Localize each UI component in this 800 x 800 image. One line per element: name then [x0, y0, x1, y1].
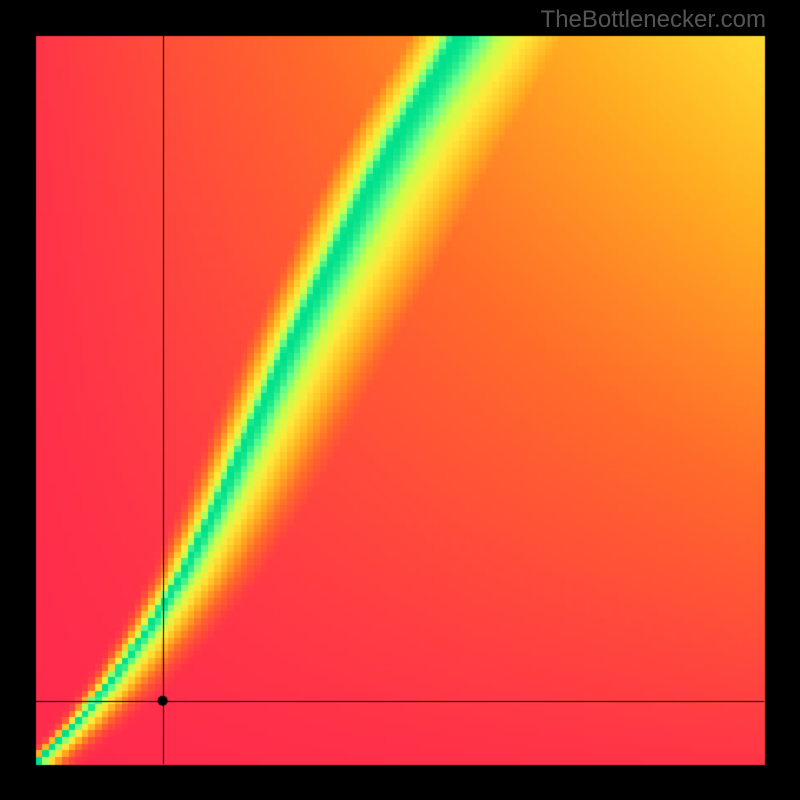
chart-container: TheBottlenecker.com: [0, 0, 800, 800]
watermark-text: TheBottlenecker.com: [541, 6, 766, 34]
heatmap-canvas: [0, 0, 800, 800]
